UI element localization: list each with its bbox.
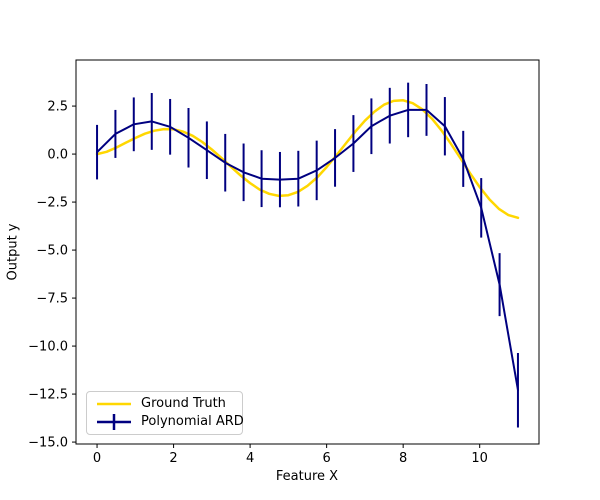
y-tick-label: −12.5 [28, 388, 68, 403]
x-axis-label: Feature X [275, 469, 339, 484]
x-tick-label: 6 [322, 451, 330, 466]
polynomial-ard-polyline [96, 108, 519, 392]
polynomial-ard-series [96, 82, 519, 428]
ground-truth-polyline [95, 99, 520, 220]
axis-ticks: 0 2 4 6 8 10 2.5 0.0 −2.5 −5.0 −7.5 −10.0 −12.5 −15.0 [28, 100, 488, 466]
y-tick-label: −2.5 [36, 196, 68, 211]
ground-truth-line [95, 99, 520, 220]
x-tick-label: 4 [246, 451, 254, 466]
legend-label-ground-truth: Ground Truth [141, 396, 226, 411]
legend-item-polynomial-ard: Polynomial ARD [95, 413, 244, 431]
legend-item-ground-truth: Ground Truth [95, 395, 234, 413]
x-tick-label: 2 [169, 451, 177, 466]
plot-area-border [75, 59, 540, 445]
y-axis-label: Output y [5, 223, 21, 281]
x-tick-label: 8 [399, 451, 407, 466]
x-tick-label: 0 [93, 451, 101, 466]
legend: Ground Truth Polynomial ARD [86, 391, 244, 435]
y-tick-label: −15.0 [28, 436, 68, 451]
y-tick-label: −7.5 [36, 292, 68, 307]
y-tick-label: 2.5 [47, 100, 68, 115]
legend-label-polynomial-ard: Polynomial ARD [141, 414, 244, 429]
errorbar-swatch-icon [97, 414, 131, 430]
line-swatch-icon [97, 402, 131, 406]
x-tick-label: 10 [471, 451, 488, 466]
y-tick-label: −5.0 [36, 244, 68, 259]
y-tick-label: −10.0 [28, 340, 68, 355]
y-tick-label: 0.0 [47, 148, 68, 163]
